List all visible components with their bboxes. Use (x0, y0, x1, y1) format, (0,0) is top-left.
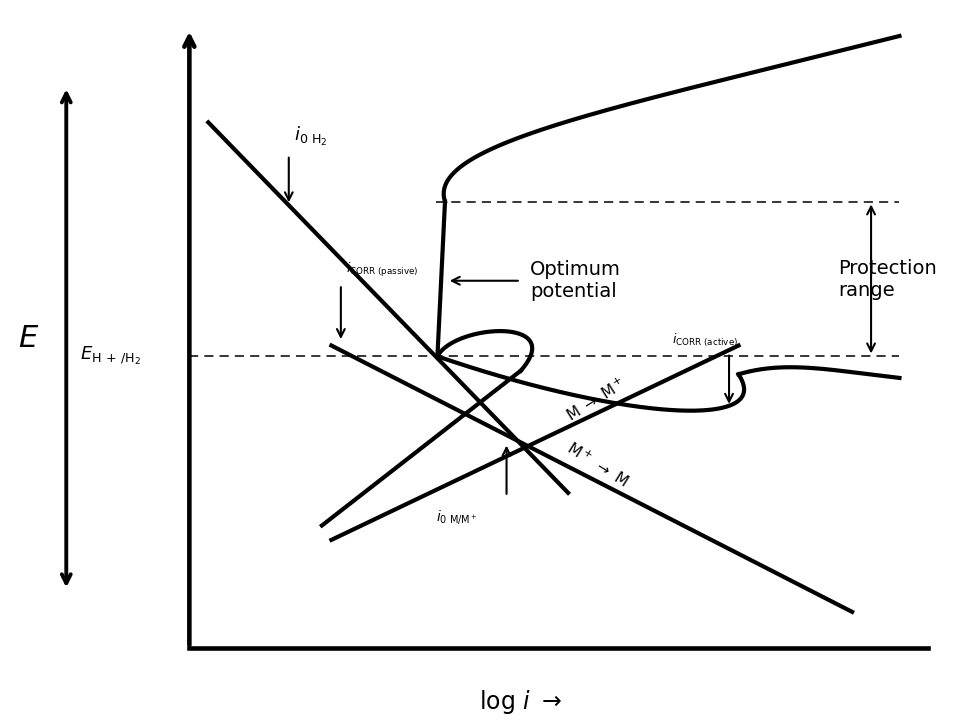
Text: log $i$ $\rightarrow$: log $i$ $\rightarrow$ (479, 688, 563, 716)
Text: $E_{\mathrm{H\,+\,/H_2}}$: $E_{\mathrm{H\,+\,/H_2}}$ (81, 346, 141, 367)
Text: $i_{0\ \mathrm{H_2}}$: $i_{0\ \mathrm{H_2}}$ (294, 125, 327, 148)
Text: $E$: $E$ (18, 324, 39, 353)
Text: $i_{\mathrm{CORR\ (passive)}}$: $i_{\mathrm{CORR\ (passive)}}$ (346, 261, 419, 279)
Text: M $\rightarrow$ M$^+$: M $\rightarrow$ M$^+$ (564, 374, 629, 425)
Text: Optimum
potential: Optimum potential (530, 260, 621, 301)
Text: $i_{\mathrm{CORR\ (active)}}$: $i_{\mathrm{CORR\ (active)}}$ (672, 332, 738, 349)
Text: M$^+$ $\rightarrow$ M: M$^+$ $\rightarrow$ M (564, 438, 631, 490)
Text: $i_{0\ \mathrm{M/M^+}}$: $i_{0\ \mathrm{M/M^+}}$ (436, 508, 477, 526)
Text: Protection
range: Protection range (838, 258, 937, 300)
